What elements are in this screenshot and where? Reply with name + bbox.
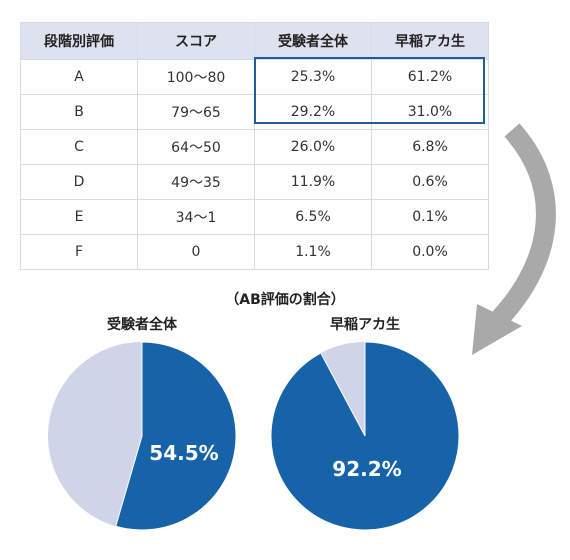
- table-row: A 100〜80 25.3% 61.2%: [20, 59, 489, 95]
- table-row: F 0 1.1% 0.0%: [20, 234, 489, 270]
- cell-all: 6.5%: [254, 199, 372, 235]
- cell-grade: E: [20, 199, 138, 235]
- table-header-row: 段階別評価 スコア 受験者全体 早稲アカ生: [20, 22, 489, 60]
- pie-chart-waseaca-students: 92.2%: [270, 341, 460, 531]
- pie-slice-ab: [270, 341, 460, 531]
- cell-grade: F: [20, 234, 138, 270]
- cell-all: 25.3%: [254, 59, 372, 95]
- cell-waseaca: 0.1%: [371, 199, 489, 235]
- cell-all: 1.1%: [254, 234, 372, 270]
- pie-label-waseaca-students: 早稲アカ生: [330, 317, 400, 333]
- cell-score: 64〜50: [137, 129, 255, 165]
- arrow-head: [472, 304, 522, 355]
- cell-all: 11.9%: [254, 164, 372, 200]
- cell-waseaca: 61.2%: [371, 59, 489, 95]
- cell-waseaca: 6.8%: [371, 129, 489, 165]
- cell-waseaca: 0.6%: [371, 164, 489, 200]
- cell-score: 34〜1: [137, 199, 255, 235]
- cell-grade: C: [20, 129, 138, 165]
- cell-waseaca: 0.0%: [371, 234, 489, 270]
- pie-data-label: 54.5%: [149, 441, 218, 465]
- pie-label-all-examinees: 受験者全体: [107, 317, 177, 333]
- table-row: C 64〜50 26.0% 6.8%: [20, 129, 489, 165]
- pie-slice-ab: [115, 341, 237, 531]
- cell-all: 26.0%: [254, 129, 372, 165]
- pie-data-label: 92.2%: [332, 457, 401, 481]
- header-waseaca-students: 早稲アカ生: [371, 22, 489, 60]
- grade-distribution-table: 段階別評価 スコア 受験者全体 早稲アカ生 A 100〜80 25.3% 61.…: [20, 22, 489, 270]
- chart-title: （AB評価の割合）: [225, 292, 345, 308]
- arrow-shaft: [492, 123, 556, 325]
- header-grade: 段階別評価: [20, 22, 138, 60]
- cell-score: 49〜35: [137, 164, 255, 200]
- table-row: D 49〜35 11.9% 0.6%: [20, 164, 489, 200]
- cell-grade: A: [20, 59, 138, 95]
- pie-chart-all-examinees: 54.5%: [48, 341, 237, 531]
- cell-score: 79〜65: [137, 94, 255, 130]
- table-row: E 34〜1 6.5% 0.1%: [20, 199, 489, 235]
- cell-score: 100〜80: [137, 59, 255, 95]
